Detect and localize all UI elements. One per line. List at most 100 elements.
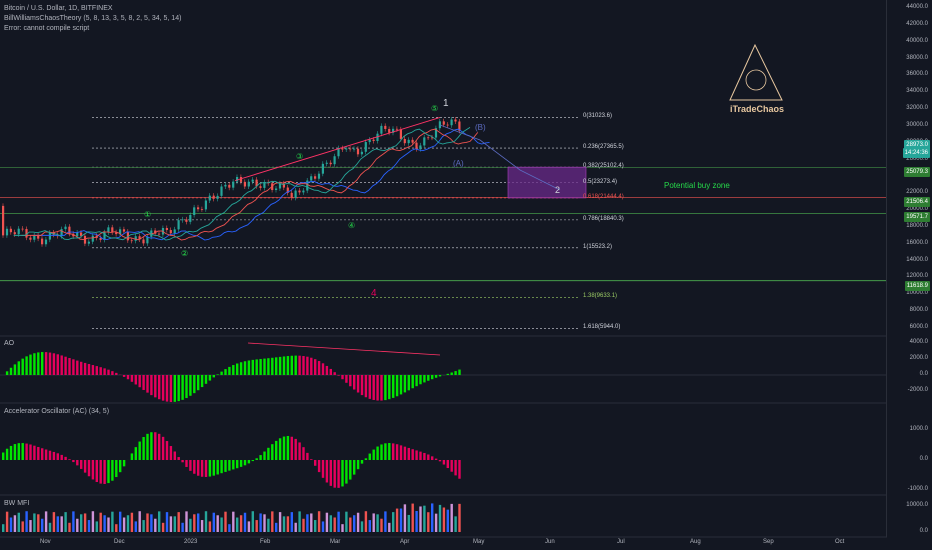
ao-bar bbox=[278, 356, 282, 375]
mfi-bar bbox=[80, 514, 83, 532]
ac-bar bbox=[37, 446, 40, 460]
ac-bar bbox=[158, 433, 161, 460]
ac-bar bbox=[388, 443, 391, 460]
ao-bar bbox=[247, 360, 251, 375]
wave-circle-3: ③ bbox=[296, 152, 303, 161]
ac-bar bbox=[239, 460, 243, 467]
candle-body bbox=[25, 228, 28, 238]
mfi-bar bbox=[212, 512, 215, 532]
mfi-bar bbox=[25, 511, 28, 532]
mfi-bar bbox=[29, 520, 32, 532]
ao-bar bbox=[68, 358, 71, 375]
ao-bar bbox=[107, 369, 110, 375]
mfi-bar bbox=[161, 522, 165, 532]
candle-body bbox=[419, 145, 422, 150]
candle-body bbox=[415, 142, 418, 150]
ao-bar bbox=[259, 358, 262, 375]
ac-bar bbox=[337, 460, 340, 488]
ac-bar bbox=[134, 447, 137, 460]
candle-body bbox=[446, 124, 449, 126]
ao-bar bbox=[392, 375, 395, 398]
candle-body bbox=[220, 186, 223, 196]
mfi-bar bbox=[189, 518, 192, 532]
ao-bar bbox=[388, 375, 391, 400]
ac-bar bbox=[267, 447, 270, 460]
wave-label-2: 2 bbox=[555, 185, 560, 195]
mfi-bar bbox=[169, 516, 173, 532]
mfi-bar bbox=[236, 517, 239, 532]
candle-body bbox=[411, 139, 414, 143]
ac-bar bbox=[161, 436, 165, 460]
ac-bar bbox=[403, 446, 407, 460]
candle-body bbox=[111, 227, 114, 233]
ac-bar bbox=[83, 460, 87, 473]
ac-bar bbox=[263, 451, 266, 460]
mfi-bar bbox=[72, 511, 75, 532]
candle-body bbox=[372, 139, 375, 141]
ac-bar bbox=[25, 443, 28, 460]
buy-zone bbox=[507, 166, 587, 199]
mfi-bar bbox=[442, 507, 446, 532]
ao-bar bbox=[267, 358, 270, 375]
fib-label: 0.236(27365.5) bbox=[583, 144, 624, 151]
ac-bar bbox=[169, 446, 173, 460]
candle-body bbox=[185, 219, 188, 222]
ao-bar bbox=[411, 375, 414, 389]
mfi-bar bbox=[399, 508, 403, 532]
ac-bar bbox=[165, 441, 169, 460]
ac-bar bbox=[189, 460, 192, 471]
ao-bar bbox=[122, 375, 126, 377]
price-axis[interactable]: 44000.0 42000.0 40000.0 38000.0 36000.0 34000… bbox=[886, 0, 932, 537]
ao-bar bbox=[130, 375, 134, 382]
ac-bar bbox=[321, 460, 325, 478]
mfi-bar bbox=[111, 511, 114, 532]
ac-bar bbox=[302, 447, 305, 460]
mfi-pane-title[interactable]: BW MFI bbox=[4, 500, 30, 507]
candle-body bbox=[341, 148, 344, 150]
candle-body bbox=[91, 235, 94, 242]
ac-bar bbox=[80, 460, 83, 469]
candle-body bbox=[126, 231, 129, 241]
wave-circle-5: ⑤ bbox=[431, 104, 438, 113]
ac-bar bbox=[115, 460, 118, 478]
ac-bar bbox=[255, 458, 258, 460]
mfi-bar bbox=[310, 513, 313, 532]
candle-body bbox=[349, 148, 352, 150]
mfi-bar bbox=[239, 515, 243, 532]
candle-body bbox=[434, 128, 438, 138]
ao-bar bbox=[56, 354, 59, 375]
candle-body bbox=[325, 162, 328, 164]
ac-bar bbox=[91, 460, 95, 480]
mfi-bar bbox=[403, 504, 407, 532]
ao-divergence-line bbox=[247, 342, 441, 356]
price-tick: 14000.0 bbox=[906, 256, 928, 263]
ac-bar bbox=[325, 460, 329, 483]
ac-bar bbox=[150, 432, 153, 460]
ac-bar bbox=[423, 452, 426, 460]
mfi-bar bbox=[119, 511, 122, 532]
mfi-bar bbox=[349, 517, 352, 532]
symbol-title[interactable]: Bitcoin / U.S. Dollar, 1D, BITFINEX bbox=[4, 5, 113, 12]
candle-body bbox=[353, 148, 356, 150]
price-tick: 38000.0 bbox=[906, 54, 928, 61]
mfi-bar bbox=[126, 515, 130, 532]
ac-bar bbox=[103, 460, 106, 484]
ac-bar bbox=[438, 460, 442, 462]
indicator-legend[interactable]: BillWilliamsChaosTheory (5, 8, 13, 3, 5,… bbox=[4, 15, 182, 22]
mfi-bar bbox=[68, 522, 71, 532]
mfi-bar bbox=[372, 513, 375, 532]
ao-bar bbox=[243, 361, 247, 375]
ao-pane-title[interactable]: AO bbox=[4, 340, 15, 347]
ao-bar bbox=[204, 375, 208, 384]
ac-bar bbox=[341, 460, 344, 487]
candle-body bbox=[173, 229, 176, 234]
ao-bar bbox=[431, 375, 434, 380]
ao-bar bbox=[44, 352, 48, 375]
mfi-bar bbox=[220, 517, 223, 532]
ac-pane-title[interactable]: Accelerator Oscillator (AC) (34, 5) bbox=[4, 408, 110, 415]
ao-bar bbox=[314, 359, 317, 375]
mfi-bar bbox=[278, 512, 282, 532]
mfi-bar bbox=[76, 518, 79, 532]
mfi-bar bbox=[134, 521, 137, 532]
